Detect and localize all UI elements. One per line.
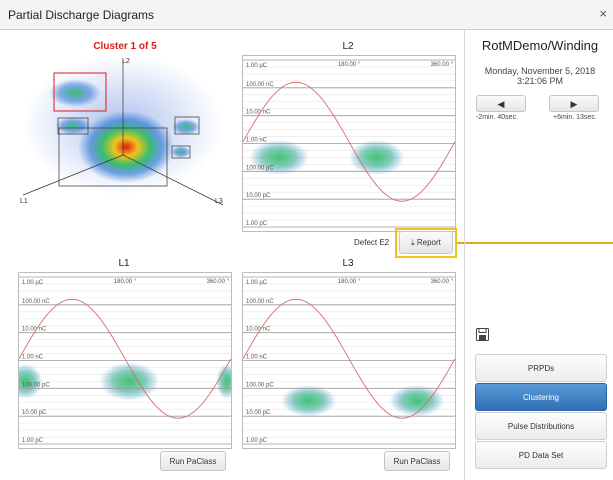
- pd-cluster-blob: [249, 140, 309, 175]
- nav-prpds-label: PRPDs: [527, 363, 555, 373]
- nav-pulse-distributions-label: Pulse Distributions: [507, 421, 575, 431]
- window-titlebar: Partial Discharge Diagrams ×: [0, 0, 613, 30]
- y-tick-label: 1.00 nC: [246, 355, 268, 361]
- y-tick-label: 1.00 pC: [246, 438, 268, 444]
- y-tick-label: 1.00 µC: [246, 280, 268, 286]
- pd-cluster-blob: [19, 364, 43, 399]
- run-paclass-button-l3[interactable]: Run PaClass: [384, 451, 450, 471]
- axis-label-l3: L3: [215, 198, 223, 205]
- download-icon: ⤓: [411, 238, 415, 247]
- callout-line: [457, 242, 613, 244]
- date-label: Monday, November 5, 2018: [484, 66, 596, 76]
- prev-time-button[interactable]: ◀: [476, 95, 526, 112]
- pd-cluster-blob: [281, 385, 337, 417]
- defect-label: Defect E2: [354, 238, 390, 247]
- nav-prpds[interactable]: PRPDs: [475, 354, 607, 382]
- source-title: RotMDemo/Winding: [481, 38, 599, 53]
- next-time-button[interactable]: ▶: [549, 95, 599, 112]
- prpd-plot-l1: 1.00 µC 100.00 nC 10.00 nC 1.00 nC 100.00 pC…: [18, 272, 232, 449]
- y-tick-label: 10.00 nC: [22, 327, 47, 333]
- triangle-left-icon: ◀: [497, 99, 505, 109]
- report-highlight: [395, 228, 457, 258]
- y-tick-label: 1.00 µC: [22, 280, 44, 286]
- phase-tick-label: 180.00 °: [338, 62, 361, 68]
- sine-reference-curve: [243, 81, 455, 202]
- sine-reference-curve: [243, 298, 455, 419]
- axis-label-l2: L2: [122, 58, 130, 65]
- prev-time-label: -2min. 40sec.: [476, 114, 519, 121]
- y-tick-label: 1.00 µC: [246, 63, 268, 69]
- phase-tick-label: 360.00 °: [431, 62, 454, 68]
- prpd-svg-l1: 1.00 µC 100.00 nC 10.00 nC 1.00 nC 100.00 pC…: [19, 276, 231, 445]
- nav-pd-data-set-label: PD Data Set: [518, 450, 564, 460]
- nav-clustering-label: Clustering: [522, 392, 559, 402]
- pd-cluster-blob: [216, 364, 231, 399]
- phase-tick-label: 180.00 °: [114, 279, 137, 285]
- y-tick-label: 100.00 nC: [246, 299, 274, 305]
- cluster-title: Cluster 1 of 5: [93, 41, 157, 52]
- y-tick-label: 100.00 nC: [246, 82, 274, 88]
- plot-title-l3: L3: [342, 258, 354, 269]
- y-tick-label: 100.00 pC: [246, 165, 274, 171]
- nav-clustering[interactable]: Clustering: [475, 383, 607, 411]
- pd-cluster-blob: [389, 385, 445, 417]
- plot-title-l2: L2: [342, 41, 354, 52]
- window-title: Partial Discharge Diagrams: [8, 8, 155, 22]
- prpd-svg-l2: 1.00 µC 100.00 nC 10.00 nC 1.00 nC 100.00 pC…: [243, 59, 455, 228]
- plot-title-l1: L1: [118, 258, 130, 269]
- report-label: Report: [416, 238, 441, 247]
- y-tick-label: 1.00 nC: [246, 138, 268, 144]
- y-tick-label: 1.00 pC: [22, 438, 44, 444]
- pd-cluster-blob: [99, 362, 159, 401]
- nav-pulse-distributions[interactable]: Pulse Distributions: [475, 412, 607, 440]
- floppy-disk-icon[interactable]: [476, 328, 489, 341]
- report-button[interactable]: ⤓ Report: [399, 231, 453, 254]
- prpd-plot-l3: 1.00 µC 100.00 nC 10.00 nC 1.00 nC 100.00 pC…: [242, 272, 456, 449]
- cluster-diagram: L2 L1 L3: [18, 55, 228, 210]
- y-tick-label: 1.00 pC: [246, 221, 268, 227]
- y-tick-label: 100.00 pC: [22, 382, 50, 388]
- y-tick-label: 100.00 pC: [246, 382, 274, 388]
- phase-tick-label: 360.00 °: [431, 279, 454, 285]
- axis-label-l1: L1: [20, 198, 28, 205]
- y-tick-label: 10.00 nC: [246, 110, 271, 116]
- y-tick-label: 100.00 nC: [22, 299, 50, 305]
- run-paclass-button-l1[interactable]: Run PaClass: [160, 451, 226, 471]
- close-icon[interactable]: ×: [599, 6, 607, 21]
- nav-pd-data-set[interactable]: PD Data Set: [475, 441, 607, 469]
- prpd-plot-l2: 1.00 µC 100.00 nC 10.00 nC 1.00 nC 100.00 pC…: [242, 55, 456, 232]
- y-tick-label: 10.00 pC: [246, 193, 271, 199]
- sine-reference-curve: [19, 298, 231, 419]
- triangle-right-icon: ▶: [570, 99, 578, 109]
- prpd-svg-l3: 1.00 µC 100.00 nC 10.00 nC 1.00 nC 100.00 pC…: [243, 276, 455, 445]
- cluster-scatter: [22, 55, 224, 206]
- y-tick-label: 1.00 nC: [22, 355, 44, 361]
- next-time-label: +6min. 13sec.: [553, 114, 597, 121]
- side-panel: [464, 30, 613, 480]
- phase-tick-label: 360.00 °: [207, 279, 230, 285]
- y-tick-label: 10.00 nC: [246, 327, 271, 333]
- y-tick-label: 10.00 pC: [22, 410, 47, 416]
- phase-tick-label: 180.00 °: [338, 279, 361, 285]
- time-label: 3:21:06 PM: [516, 76, 564, 86]
- pd-cluster-blob: [349, 140, 405, 175]
- y-tick-label: 10.00 pC: [246, 410, 271, 416]
